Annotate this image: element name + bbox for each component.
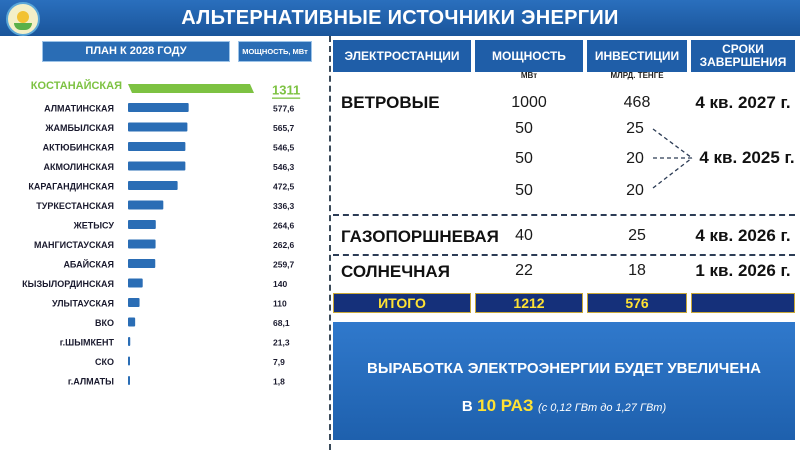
category-label: АКТЮБИНСКАЯ [43,143,114,153]
page-title: АЛЬТЕРНАТИВНЫЕ ИСТОЧНИКИ ЭНЕРГИИ [181,7,619,29]
bar [128,356,130,366]
header-bar: АЛЬТЕРНАТИВНЫЕ ИСТОЧНИКИ ЭНЕРГИИ [0,0,800,36]
value-label: 140 [273,279,287,289]
category-label: КОСТАНАЙСКАЯ [31,79,122,92]
bar [128,239,156,249]
wind-total-power: 1000 [511,94,547,111]
category-label: ЖАМБЫЛСКАЯ [44,123,114,133]
unit-invest: МЛРД. ТЕНГЕ [610,71,664,80]
value-label: 565,7 [273,123,295,133]
bar [128,84,254,93]
bar [128,142,186,151]
solar-term: 1 кв. 2026 г. [695,261,791,280]
category-label: АКМОЛИНСКАЯ [43,162,114,172]
logo [6,2,40,36]
category-label: г.АЛМАТЫ [68,377,114,387]
category-label: ТУРКЕСТАНСКАЯ [36,201,114,211]
unit-label: МОЩНОСТЬ, МВт [238,41,312,62]
bar [128,259,156,268]
header-power: МОЩНОСТЬ [475,40,583,72]
gas-invest: 25 [628,227,646,244]
bar [128,337,131,346]
value-label: 546,5 [273,143,295,153]
unit-power: МВт [520,71,538,80]
bar [128,181,178,190]
wind-total-term: 4 кв. 2027 г. [695,93,791,112]
wind-sub-power: 50 [515,182,533,199]
bar [128,103,189,112]
row-divider [333,214,795,216]
value-label: 21,3 [273,338,290,348]
total-invest: 576 [625,295,649,311]
gas-label: ГАЗОПОРШНЕВАЯ [341,227,499,246]
bar [128,278,143,288]
category-label: г.ШЫМКЕНТ [60,338,115,348]
wind-sub-term: 4 кв. 2025 г. [699,148,795,167]
section-divider [329,36,331,450]
category-label: ЖЕТЫСУ [73,221,115,231]
value-label: 546,3 [273,162,295,172]
bar [128,122,188,132]
wind-sub-invest: 25 [626,120,644,137]
category-label: ВКО [95,318,114,328]
category-label: КЫЗЫЛОРДИНСКАЯ [22,279,114,289]
wind-label: ВЕТРОВЫЕ [341,93,440,112]
banner-prefix: В [461,398,473,415]
value-label: 264,6 [273,221,295,231]
value-label: 68,1 [273,318,290,328]
category-label: КАРАГАНДИНСКАЯ [28,182,114,192]
sun-icon [17,11,29,23]
total-label: ИТОГО [378,295,426,311]
bar [128,317,136,327]
total-cell [587,293,687,313]
category-label: АБАЙСКАЯ [63,259,114,270]
category-label: УЛЫТАУСКАЯ [52,299,114,309]
bracket-connector [652,128,695,189]
value-label: 1,8 [273,377,285,387]
value-label: 577,6 [273,104,295,114]
total-cell [691,293,795,313]
total-power: 1212 [513,295,545,311]
total-cell [475,293,583,313]
bar [128,298,140,307]
header-invest: ИНВЕСТИЦИИ [587,40,687,72]
region-bar-chart: КОСТАНАЙСКАЯ 1311 АЛМАТИНСКАЯ 577,6 ЖАМБЫЛСК… [22,79,300,387]
solar-power: 22 [515,262,533,279]
bar [128,200,164,210]
solar-invest: 18 [628,262,646,279]
value-label: 110 [273,299,287,309]
bar [128,161,186,171]
category-label: СКО [95,357,114,367]
plan-label: ПЛАН К 2028 ГОДУ [42,41,230,62]
banner-highlight: 10 РАЗ [477,396,534,415]
category-label: МАНГИСТАУСКАЯ [34,240,114,250]
solar-label: СОЛНЕЧНАЯ [341,262,450,281]
banner-note: (с 0,12 ГВт до 1,27 ГВт) [538,402,667,414]
row-divider [333,254,795,256]
value-label: 262,6 [273,240,295,250]
header-terms: СРОКИ ЗАВЕРШЕНИЯ [691,40,795,72]
banner-headline: ВЫРАБОТКА ЭЛЕКТРОЭНЕРГИИ БУДЕТ УВЕЛИЧЕНА [366,360,762,377]
value-label: 1311 [272,83,300,98]
wind-total-invest: 468 [623,94,651,111]
banner-detail: В 10 РАЗ (с 0,12 ГВт до 1,27 ГВт) [333,396,795,416]
summary-banner: ВЫРАБОТКА ЭЛЕКТРОЭНЕРГИИ БУДЕТ УВЕЛИЧЕНА… [333,322,795,440]
bar [128,376,130,385]
wind-sub-power: 50 [515,150,533,167]
value-label: 472,5 [273,182,295,192]
value-label: 336,3 [273,201,295,211]
value-label: 7,9 [273,357,285,367]
gas-power: 40 [515,227,533,244]
value-label: 259,7 [273,260,295,270]
wind-sub-power: 50 [515,120,533,137]
wind-sub-invest: 20 [626,182,644,199]
leaf-icon [14,23,32,30]
category-label: АЛМАТИНСКАЯ [44,104,114,114]
gas-term: 4 кв. 2026 г. [695,226,791,245]
header-plants: ЭЛЕКТРОСТАНЦИИ [333,40,471,72]
bar [128,220,156,229]
total-cell [333,293,471,313]
wind-sub-invest: 20 [626,150,644,167]
